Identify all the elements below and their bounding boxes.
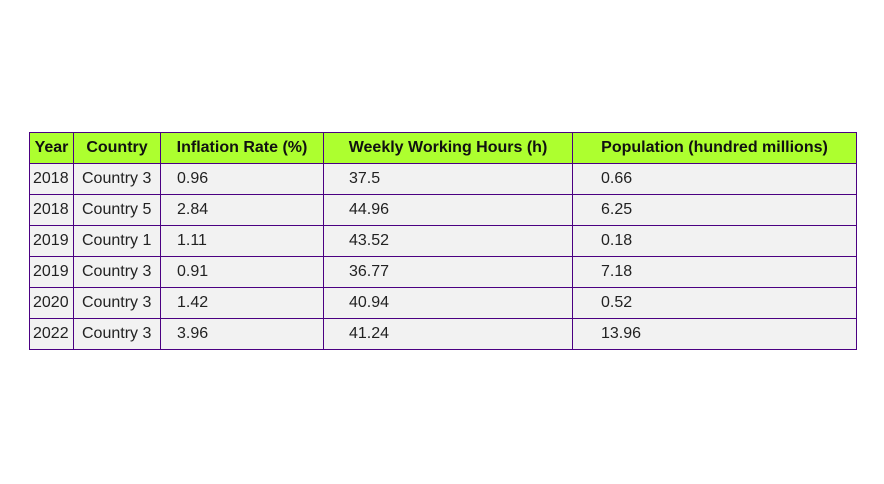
table-row: 2018 Country 3 0.96 37.5 0.66	[29, 163, 857, 195]
inflation-rate-cell: 0.91	[160, 256, 324, 288]
inflation-rate-cell: 0.96	[160, 163, 324, 195]
working-hours-cell: 44.96	[323, 194, 573, 226]
column-header-country: Country	[73, 132, 161, 164]
data-table: Year Country Inflation Rate (%) Weekly W…	[29, 132, 857, 350]
column-header-population: Population (hundred millions)	[572, 132, 857, 164]
inflation-rate-cell: 2.84	[160, 194, 324, 226]
table-row: 2019 Country 3 0.91 36.77 7.18	[29, 256, 857, 288]
table-row: 2018 Country 5 2.84 44.96 6.25	[29, 194, 857, 226]
country-cell: Country 3	[73, 318, 161, 350]
inflation-rate-cell: 1.11	[160, 225, 324, 257]
table-row: 2020 Country 3 1.42 40.94 0.52	[29, 287, 857, 319]
population-cell: 0.52	[572, 287, 857, 319]
population-cell: 6.25	[572, 194, 857, 226]
working-hours-cell: 37.5	[323, 163, 573, 195]
column-header-inflation-rate: Inflation Rate (%)	[160, 132, 324, 164]
population-cell: 13.96	[572, 318, 857, 350]
table-body: 2018 Country 3 0.96 37.5 0.66 2018 Country 5 2.…	[29, 163, 857, 350]
country-cell: Country 3	[73, 256, 161, 288]
year-cell: 2019	[29, 225, 74, 257]
year-cell: 2020	[29, 287, 74, 319]
country-cell: Country 3	[73, 287, 161, 319]
table-row: 2019 Country 1 1.11 43.52 0.18	[29, 225, 857, 257]
column-header-year: Year	[29, 132, 74, 164]
year-cell: 2022	[29, 318, 74, 350]
country-cell: Country 1	[73, 225, 161, 257]
population-cell: 0.18	[572, 225, 857, 257]
year-cell: 2018	[29, 194, 74, 226]
working-hours-cell: 36.77	[323, 256, 573, 288]
working-hours-cell: 40.94	[323, 287, 573, 319]
inflation-rate-cell: 3.96	[160, 318, 324, 350]
table-row: 2022 Country 3 3.96 41.24 13.96	[29, 318, 857, 350]
country-cell: Country 3	[73, 163, 161, 195]
country-cell: Country 5	[73, 194, 161, 226]
population-cell: 0.66	[572, 163, 857, 195]
year-cell: 2019	[29, 256, 74, 288]
header-row: Year Country Inflation Rate (%) Weekly W…	[29, 132, 857, 164]
working-hours-cell: 41.24	[323, 318, 573, 350]
column-header-weekly-working-hours: Weekly Working Hours (h)	[323, 132, 573, 164]
year-cell: 2018	[29, 163, 74, 195]
working-hours-cell: 43.52	[323, 225, 573, 257]
population-cell: 7.18	[572, 256, 857, 288]
inflation-rate-cell: 1.42	[160, 287, 324, 319]
